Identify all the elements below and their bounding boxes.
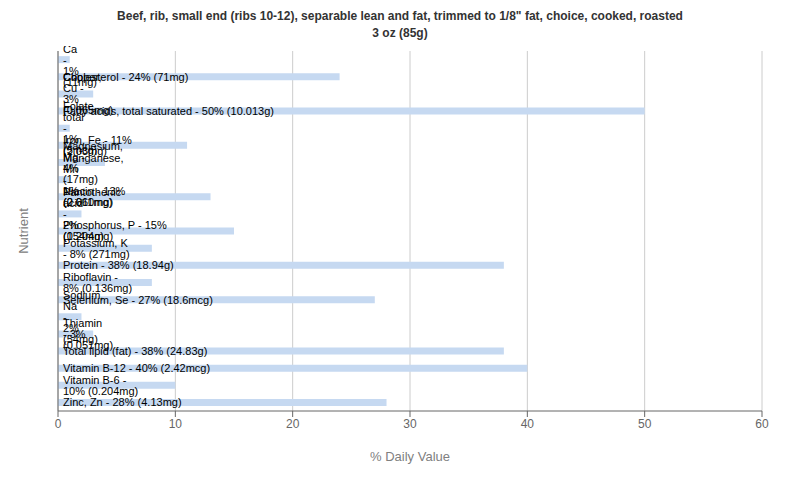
svg-text:40: 40 [521,417,535,431]
svg-text:Potassium, K- 8% (271mg): Potassium, K- 8% (271mg) [63,237,130,260]
svg-text:30: 30 [403,417,417,431]
svg-text:10: 10 [169,417,183,431]
svg-text:Nutrient: Nutrient [16,208,31,254]
svg-text:Sodium,Na-2%(54mg): Sodium,Na-2%(54mg) [63,289,103,345]
svg-text:20: 20 [286,417,300,431]
svg-text:Vitamin B-6 -10% (0.204mg): Vitamin B-6 -10% (0.204mg) [63,374,138,397]
svg-text:Niacin - 13%(2.660mg): Niacin - 13%(2.660mg) [63,185,126,208]
svg-text:50: 50 [638,417,652,431]
svg-text:Vitamin B-12 - 40% (2.42mcg): Vitamin B-12 - 40% (2.42mcg) [63,362,210,374]
svg-text:Protein - 38% (18.94g): Protein - 38% (18.94g) [63,259,174,271]
svg-text:Magnesium,Mg -4%(17mg): Magnesium,Mg -4%(17mg) [63,140,123,185]
svg-text:60: 60 [755,417,769,431]
svg-text:0: 0 [55,417,62,431]
svg-text:Zinc, Zn - 28% (4.13mg): Zinc, Zn - 28% (4.13mg) [63,396,182,408]
svg-text:Cholesterol - 24% (71mg): Cholesterol - 24% (71mg) [63,71,188,83]
svg-text:Pantothenicacid-2%(0.204mg): Pantothenicacid-2%(0.204mg) [63,186,122,242]
svg-text:Calcium,Ca-1%(11mg): Calcium,Ca-1%(11mg) [63,46,106,88]
svg-text:Total lipid (fat) - 38% (24.83: Total lipid (fat) - 38% (24.83g) [63,345,207,357]
svg-text:% Daily Value: % Daily Value [370,449,450,464]
